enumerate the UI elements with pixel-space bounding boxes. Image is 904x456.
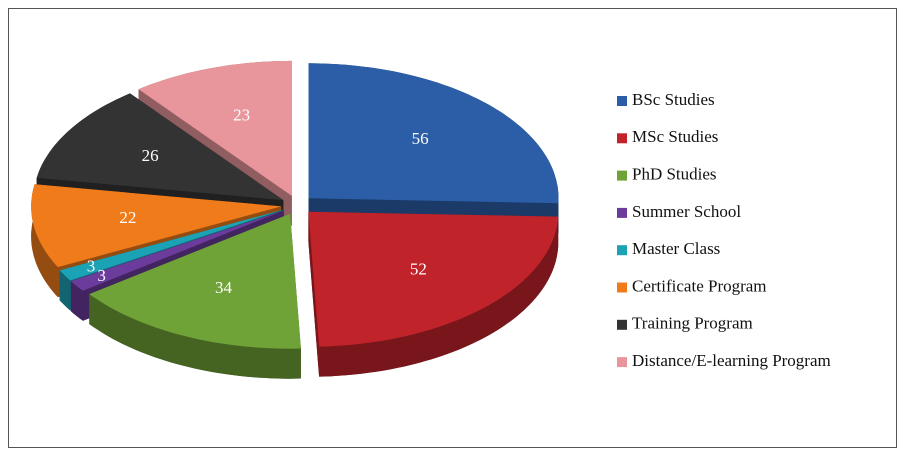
legend-swatch [617, 245, 627, 256]
legend-label: PhD Studies [632, 165, 717, 184]
data-label: 3 [87, 257, 96, 276]
legend-swatch [617, 96, 627, 106]
slice [70, 210, 284, 291]
slice [138, 60, 292, 196]
legend-swatch [617, 170, 627, 181]
slice-side [89, 294, 301, 379]
legend-swatch [617, 319, 627, 330]
legend-label: BSc Studies [632, 90, 715, 109]
legend-label: Summer School [632, 202, 741, 221]
slice-side [31, 184, 58, 298]
pie: 56 52 34 33 22 26 23 [31, 60, 559, 379]
data-label: 56 [412, 129, 429, 148]
legend-label: MSc Studies [632, 127, 718, 146]
legend-label: Distance/E-learning Program [632, 351, 831, 370]
slice [31, 184, 282, 268]
legend-swatch [617, 207, 627, 218]
data-label: 34 [215, 278, 233, 297]
slice-side [70, 281, 83, 321]
legend-label: Training Program [632, 314, 753, 333]
data-label: 52 [410, 260, 427, 279]
legend-label: Certificate Program [632, 276, 767, 295]
data-label: 3 [97, 266, 106, 285]
slice [59, 209, 284, 281]
slice [36, 93, 284, 201]
legend-label: Master Class [632, 239, 720, 258]
legend-swatch [617, 357, 627, 368]
slice-side [319, 216, 559, 377]
slice-side [308, 211, 320, 377]
slice [308, 63, 559, 204]
data-label: 23 [233, 106, 250, 125]
slice-side [59, 270, 71, 311]
legend-swatch [617, 282, 627, 293]
legend: BSc Studies MSc Studies PhD Studies Summer … [617, 90, 831, 370]
slice [89, 213, 301, 349]
legend-swatch [617, 133, 627, 144]
slice [308, 211, 559, 347]
data-label: 22 [119, 208, 136, 227]
data-label: 26 [142, 146, 159, 165]
